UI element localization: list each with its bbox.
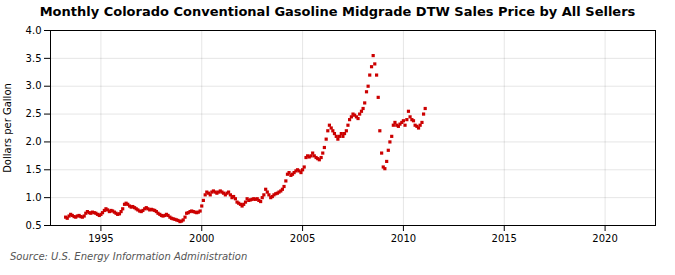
- svg-text:3.0: 3.0: [26, 80, 42, 91]
- svg-text:2.0: 2.0: [26, 136, 42, 147]
- svg-text:2000: 2000: [189, 233, 214, 244]
- svg-text:4.0: 4.0: [26, 25, 42, 36]
- html-text:Source: U.S. Energy Informatio: Source: U.S. Energy Information Administ…: [10, 251, 248, 262]
- svg-text:1995: 1995: [88, 233, 113, 244]
- svg-text:2020: 2020: [592, 233, 617, 244]
- svg-text:2005: 2005: [290, 233, 315, 244]
- svg-text:0.5: 0.5: [26, 220, 42, 231]
- svg-text:2.5: 2.5: [26, 108, 42, 119]
- svg-text:1.0: 1.0: [26, 192, 42, 203]
- svg-text:2010: 2010: [391, 233, 416, 244]
- svg-text:2015: 2015: [492, 233, 517, 244]
- svg-text:3.5: 3.5: [26, 53, 42, 64]
- svg-text:Dollars per Gallon: Dollars per Gallon: [2, 83, 13, 173]
- html-text:Monthly Colorado Conventional: Monthly Colorado Conventional Gasoline M…: [39, 4, 636, 19]
- svg-text:1.5: 1.5: [26, 164, 42, 175]
